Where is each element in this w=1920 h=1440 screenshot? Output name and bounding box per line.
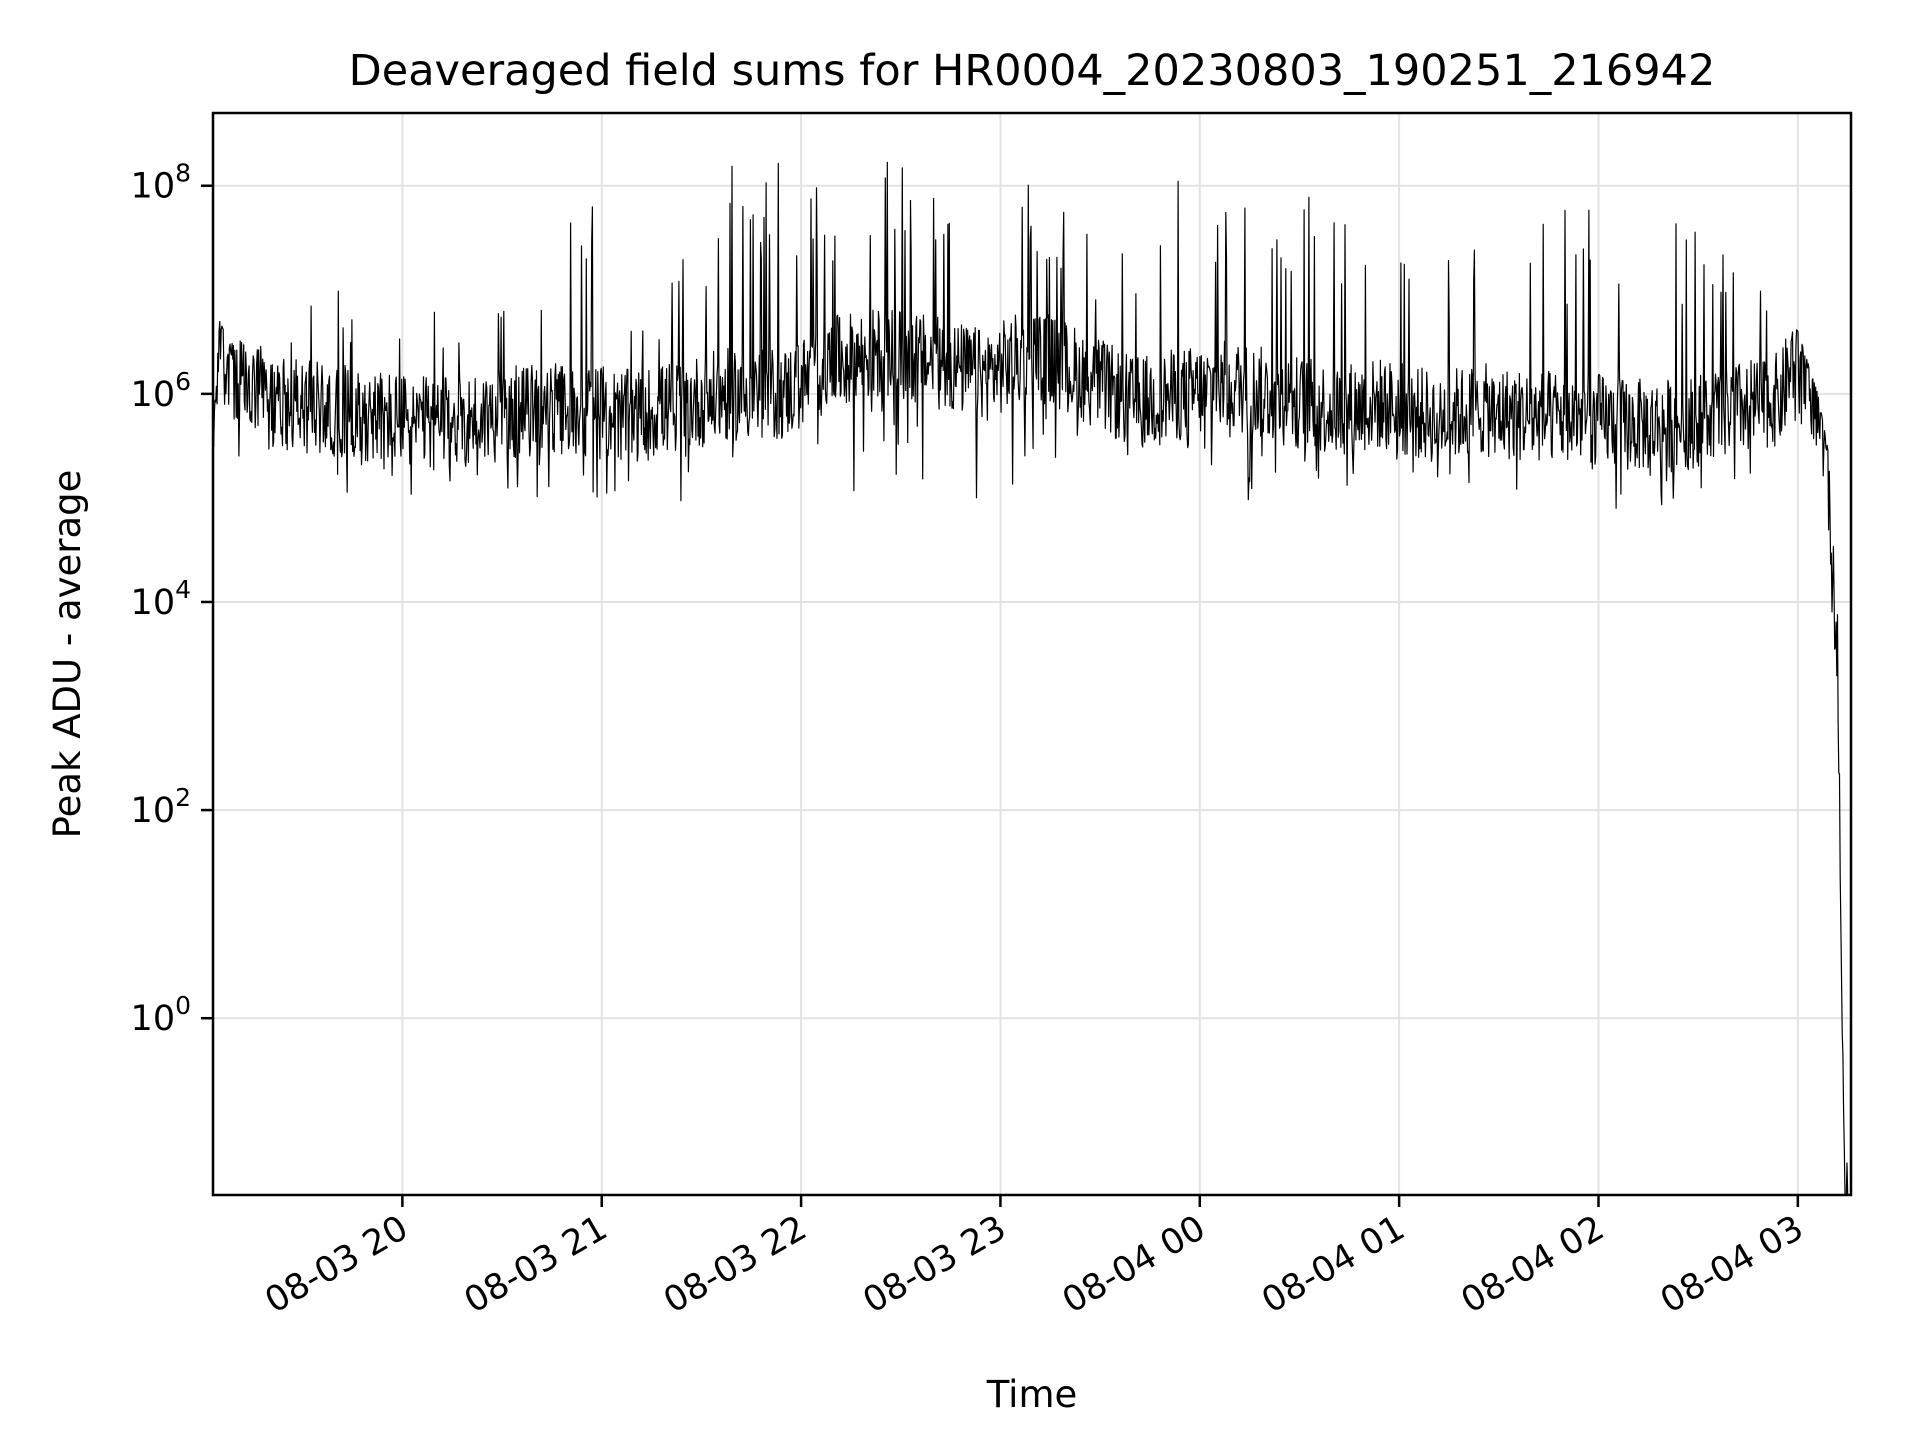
- plot-area: [212, 161, 1849, 1196]
- chart-title: Deaveraged field sums for HR0004_2023080…: [349, 46, 1716, 96]
- series-line: [212, 161, 1849, 1196]
- x-axis-label: Time: [986, 1373, 1078, 1416]
- axes-frame: [211, 111, 1853, 1197]
- y-tick-label: 102: [131, 783, 191, 831]
- y-tick-label: 106: [131, 367, 191, 415]
- y-tick-label: 100: [131, 991, 191, 1039]
- y-tick-label: 108: [131, 159, 191, 207]
- y-axis-label: Peak ADU - average: [46, 470, 89, 839]
- y-tick-label: 104: [131, 575, 191, 623]
